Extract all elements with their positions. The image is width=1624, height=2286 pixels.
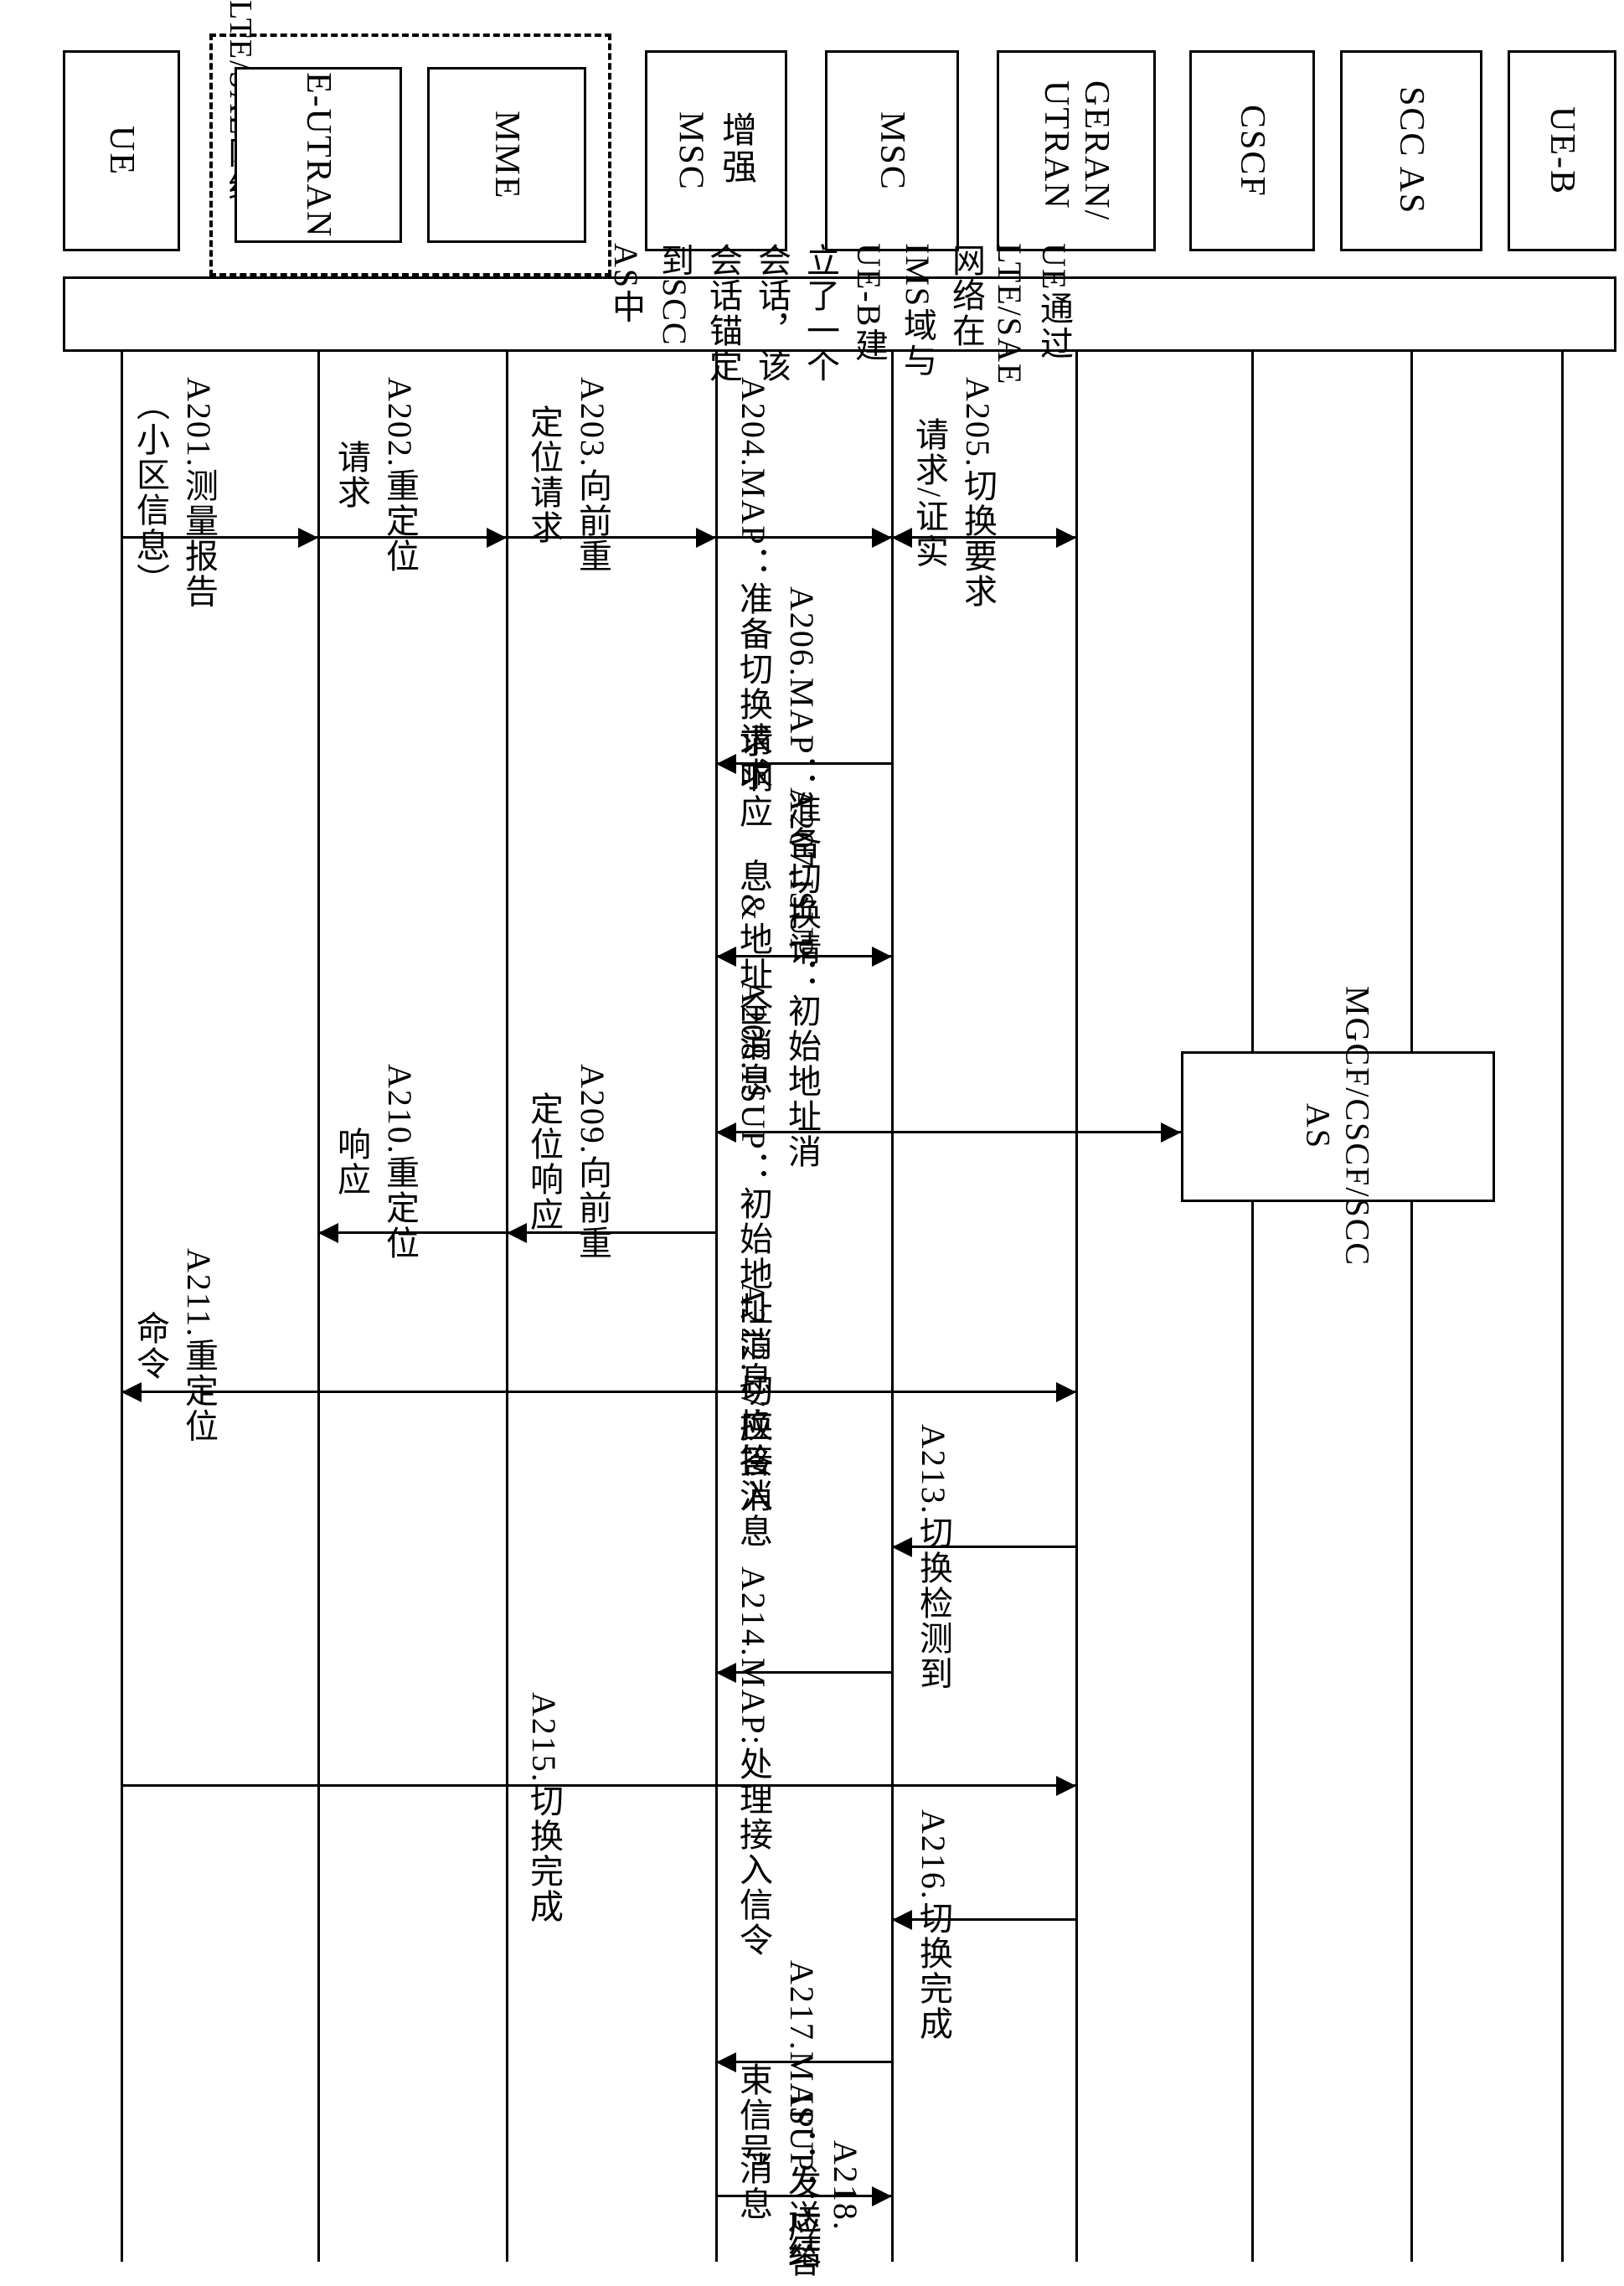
entity-cscf: CSCF xyxy=(1189,50,1315,251)
lifeline-msc xyxy=(891,352,894,2262)
session-box: UE通过LTE/SAE网络在IMS域与UE-B建立了一个会话，该会话锚定到SCC… xyxy=(63,276,1616,352)
label-a211: A211.重定位 命令 xyxy=(126,1248,223,1443)
arrowhead-a208-r xyxy=(1161,1122,1181,1143)
arrowhead-a218-r xyxy=(872,2186,892,2206)
entity-eutran: E-UTRAN xyxy=(235,67,402,243)
lifeline-ue xyxy=(121,352,123,2262)
arrowhead-a205-r xyxy=(1056,528,1076,548)
arrowhead-a212-r xyxy=(1056,1382,1076,1402)
arrowhead-a215-r xyxy=(1056,1776,1076,1796)
label-a201: A201.测量报告 （小区信息） xyxy=(126,377,223,609)
entity-enhanced-msc: 增强 MSC xyxy=(645,50,787,251)
arrowhead-a201-r xyxy=(298,528,318,548)
entity-ue: UE xyxy=(63,50,180,251)
label-a205: A205.切换要求 请求/证实 xyxy=(905,377,1002,609)
label-a202: A202.重定位 请求 xyxy=(327,377,424,574)
lifeline-cscf-2 xyxy=(1251,1202,1254,2262)
lifeline-ueb xyxy=(1561,352,1564,2262)
lifeline-sccas-2 xyxy=(1410,1202,1413,2262)
entity-geran-utran: GERAN/ UTRAN xyxy=(997,50,1156,251)
lifeline-mme xyxy=(506,352,508,2262)
entity-mme: MME xyxy=(427,67,586,243)
label-a210: A210.重定位 响应 xyxy=(327,1064,424,1261)
arrowhead-a202-r xyxy=(487,528,507,548)
mgcf-combo-box: MGCF/CSCF/SCC AS xyxy=(1181,1051,1495,1202)
lifeline-sccas xyxy=(1410,352,1413,1051)
lifeline-eutran xyxy=(317,352,320,2262)
label-a212: A212.切换接入 xyxy=(729,1282,777,1514)
arrow-a208 xyxy=(716,1131,1181,1133)
lifeline-geran xyxy=(1075,352,1078,2262)
label-a214: A214.MAP:处理接入信令 xyxy=(729,1566,777,1958)
arrow-a212 xyxy=(121,1391,1076,1393)
arrow-a215 xyxy=(121,1784,1076,1787)
arrowhead-a203-r xyxy=(696,528,716,548)
lifeline-cscf xyxy=(1251,352,1254,1051)
lifeline-emsc xyxy=(715,352,718,2262)
arrowhead-a207-r xyxy=(872,947,892,967)
entity-scc-as: SCC AS xyxy=(1340,50,1482,251)
label-a213: A213.切换检测到 xyxy=(909,1424,957,1691)
label-a218: A218. ISUP：应答消息 xyxy=(729,2086,865,2286)
entity-ue-b: UE-B xyxy=(1508,50,1616,251)
label-a215: A215.切换完成 xyxy=(519,1692,568,1924)
label-a203: A203.向前重 定位请求 xyxy=(519,377,616,574)
label-a216: A216.切换完成 xyxy=(909,1809,957,2041)
label-a209: A209.向前重 定位响应 xyxy=(519,1064,616,1261)
entity-msc: MSC xyxy=(825,50,959,251)
arrowhead-a204-r xyxy=(872,528,892,548)
